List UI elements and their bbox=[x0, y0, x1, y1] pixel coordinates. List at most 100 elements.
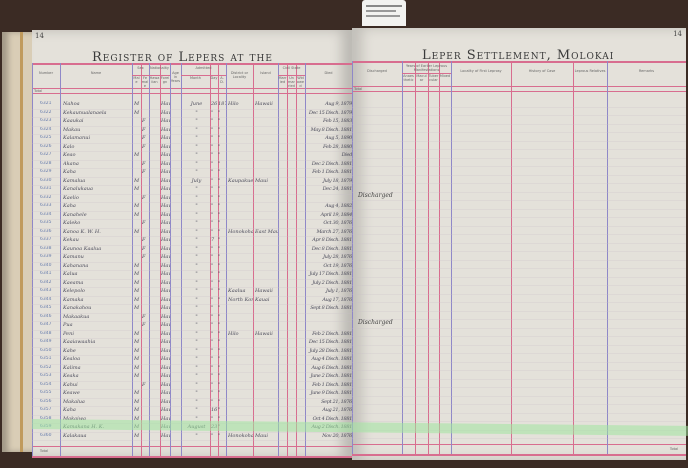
row-admitted-month: " bbox=[195, 160, 198, 167]
row-rule bbox=[32, 389, 352, 390]
row-nationality: Haw bbox=[161, 407, 170, 413]
row-admitted-year: " bbox=[218, 262, 221, 269]
header-top-rule bbox=[32, 63, 352, 65]
row-name: Nahoa bbox=[63, 101, 80, 107]
row-died: Aug 6 Disch. 1881 bbox=[311, 364, 352, 371]
column-header-civil_widowed: Widowed bbox=[296, 76, 305, 88]
row-admitted-day: " bbox=[211, 109, 214, 116]
row-admitted-day: " bbox=[211, 356, 214, 362]
row-admitted-day: " bbox=[211, 126, 214, 133]
row-admitted-year: " bbox=[218, 305, 221, 311]
row-nationality: Haw bbox=[161, 101, 170, 107]
row-admitted-year: " bbox=[218, 364, 221, 371]
row-sex: F bbox=[142, 194, 146, 201]
row-admitted-month: " bbox=[195, 330, 198, 337]
row-name: Kalamanui bbox=[63, 135, 91, 141]
left-page-number: 14 bbox=[35, 32, 44, 40]
row-sex: M bbox=[134, 211, 140, 218]
row-name: Kaha bbox=[63, 407, 76, 413]
column-header-yr_4: Mixed bbox=[439, 74, 451, 78]
row-died: July 2 Disch. 1881 bbox=[312, 279, 352, 286]
row-admitted-day: " bbox=[211, 373, 214, 379]
column-header-adm_year: A.D. bbox=[220, 76, 224, 84]
row-admitted-year: " bbox=[218, 381, 221, 388]
column-rule bbox=[296, 63, 297, 456]
right-page-number: 14 bbox=[673, 30, 682, 38]
row-rule bbox=[32, 278, 352, 280]
row-sex: F bbox=[142, 118, 146, 124]
row-admitted-day: 26 bbox=[211, 101, 218, 107]
row-rule bbox=[32, 202, 352, 203]
discharged-note: Discharged bbox=[358, 319, 393, 326]
row-died: July 17 Disch. 1881 bbox=[309, 271, 352, 277]
row-admitted-month: June bbox=[190, 101, 203, 107]
row-name: Keawe bbox=[63, 390, 80, 396]
row-died: Aug 5, 1890 bbox=[325, 135, 352, 141]
tag-line bbox=[366, 15, 400, 17]
row-died: Aug 21, 1876 bbox=[322, 407, 352, 413]
row-number: 6332 bbox=[40, 194, 52, 200]
row-number: 6337 bbox=[40, 237, 52, 242]
row-nationality: Haw bbox=[161, 177, 170, 184]
row-sex: M bbox=[134, 109, 140, 116]
row-number: 6357 bbox=[40, 407, 52, 412]
footer-bottom-rule bbox=[32, 456, 352, 458]
row-admitted-day: " bbox=[211, 143, 214, 150]
column-header-remarks: Remarks bbox=[638, 69, 655, 73]
footer-bottom-rule bbox=[352, 454, 686, 456]
total-label-bottom: Total bbox=[39, 449, 49, 453]
row-number: 6360 bbox=[40, 432, 52, 438]
row-admitted-month: " bbox=[195, 347, 198, 354]
row-number: 6345 bbox=[40, 305, 52, 310]
row-rule bbox=[32, 168, 352, 169]
row-sex: M bbox=[134, 271, 140, 277]
row-died: Aug 4 Disch. 1881 bbox=[311, 356, 352, 362]
row-sex: F bbox=[142, 160, 146, 167]
row-admitted-day: " bbox=[211, 279, 214, 286]
row-admitted-day: " bbox=[211, 177, 214, 184]
row-sex: M bbox=[134, 262, 140, 269]
row-rule bbox=[352, 140, 686, 142]
group-rule bbox=[181, 75, 226, 76]
row-admitted-month: " bbox=[195, 194, 198, 201]
row-nationality: Haw bbox=[161, 364, 170, 371]
column-rule bbox=[428, 61, 429, 454]
row-number: 6351 bbox=[40, 356, 52, 361]
column-rule bbox=[210, 63, 211, 456]
column-header-yr_1: Anaesthetic bbox=[403, 74, 414, 82]
row-rule bbox=[32, 244, 352, 246]
row-rule bbox=[352, 404, 686, 405]
row-rule bbox=[352, 310, 686, 312]
row-admitted-month: " bbox=[195, 245, 198, 252]
row-died: March 27, 1876 bbox=[316, 228, 352, 235]
row-rule bbox=[32, 236, 352, 237]
row-number: 6339 bbox=[40, 254, 52, 259]
row-rule bbox=[32, 151, 352, 152]
row-rule bbox=[352, 157, 686, 159]
row-nationality: Haw bbox=[161, 194, 170, 201]
row-district: Hilo bbox=[228, 330, 239, 337]
row-admitted-year: " bbox=[218, 356, 221, 362]
row-admitted-month: " bbox=[195, 381, 198, 388]
row-sex: M bbox=[134, 347, 140, 354]
row-number: 6323 bbox=[40, 118, 52, 123]
row-died: June 2 Disch. 1881 bbox=[310, 373, 352, 379]
row-island: Maui bbox=[255, 177, 268, 184]
row-rule bbox=[32, 117, 352, 118]
row-sex: M bbox=[134, 356, 140, 362]
row-admitted-month: " bbox=[195, 254, 198, 260]
column-rule bbox=[451, 61, 452, 454]
row-admitted-month: " bbox=[195, 169, 198, 175]
row-rule bbox=[352, 336, 686, 337]
row-sex: F bbox=[142, 220, 146, 226]
row-admitted-year: " bbox=[218, 109, 221, 116]
row-name: Kanahele bbox=[63, 211, 87, 218]
row-admitted-month: " bbox=[195, 322, 198, 328]
row-rule bbox=[352, 251, 686, 252]
row-sex: M bbox=[134, 305, 140, 311]
row-sex: M bbox=[134, 390, 140, 396]
archive-tag bbox=[362, 0, 406, 26]
row-admitted-day: " bbox=[211, 305, 214, 311]
row-name: Kaaiawaahia bbox=[63, 339, 96, 345]
row-admitted-year: " bbox=[218, 118, 221, 124]
